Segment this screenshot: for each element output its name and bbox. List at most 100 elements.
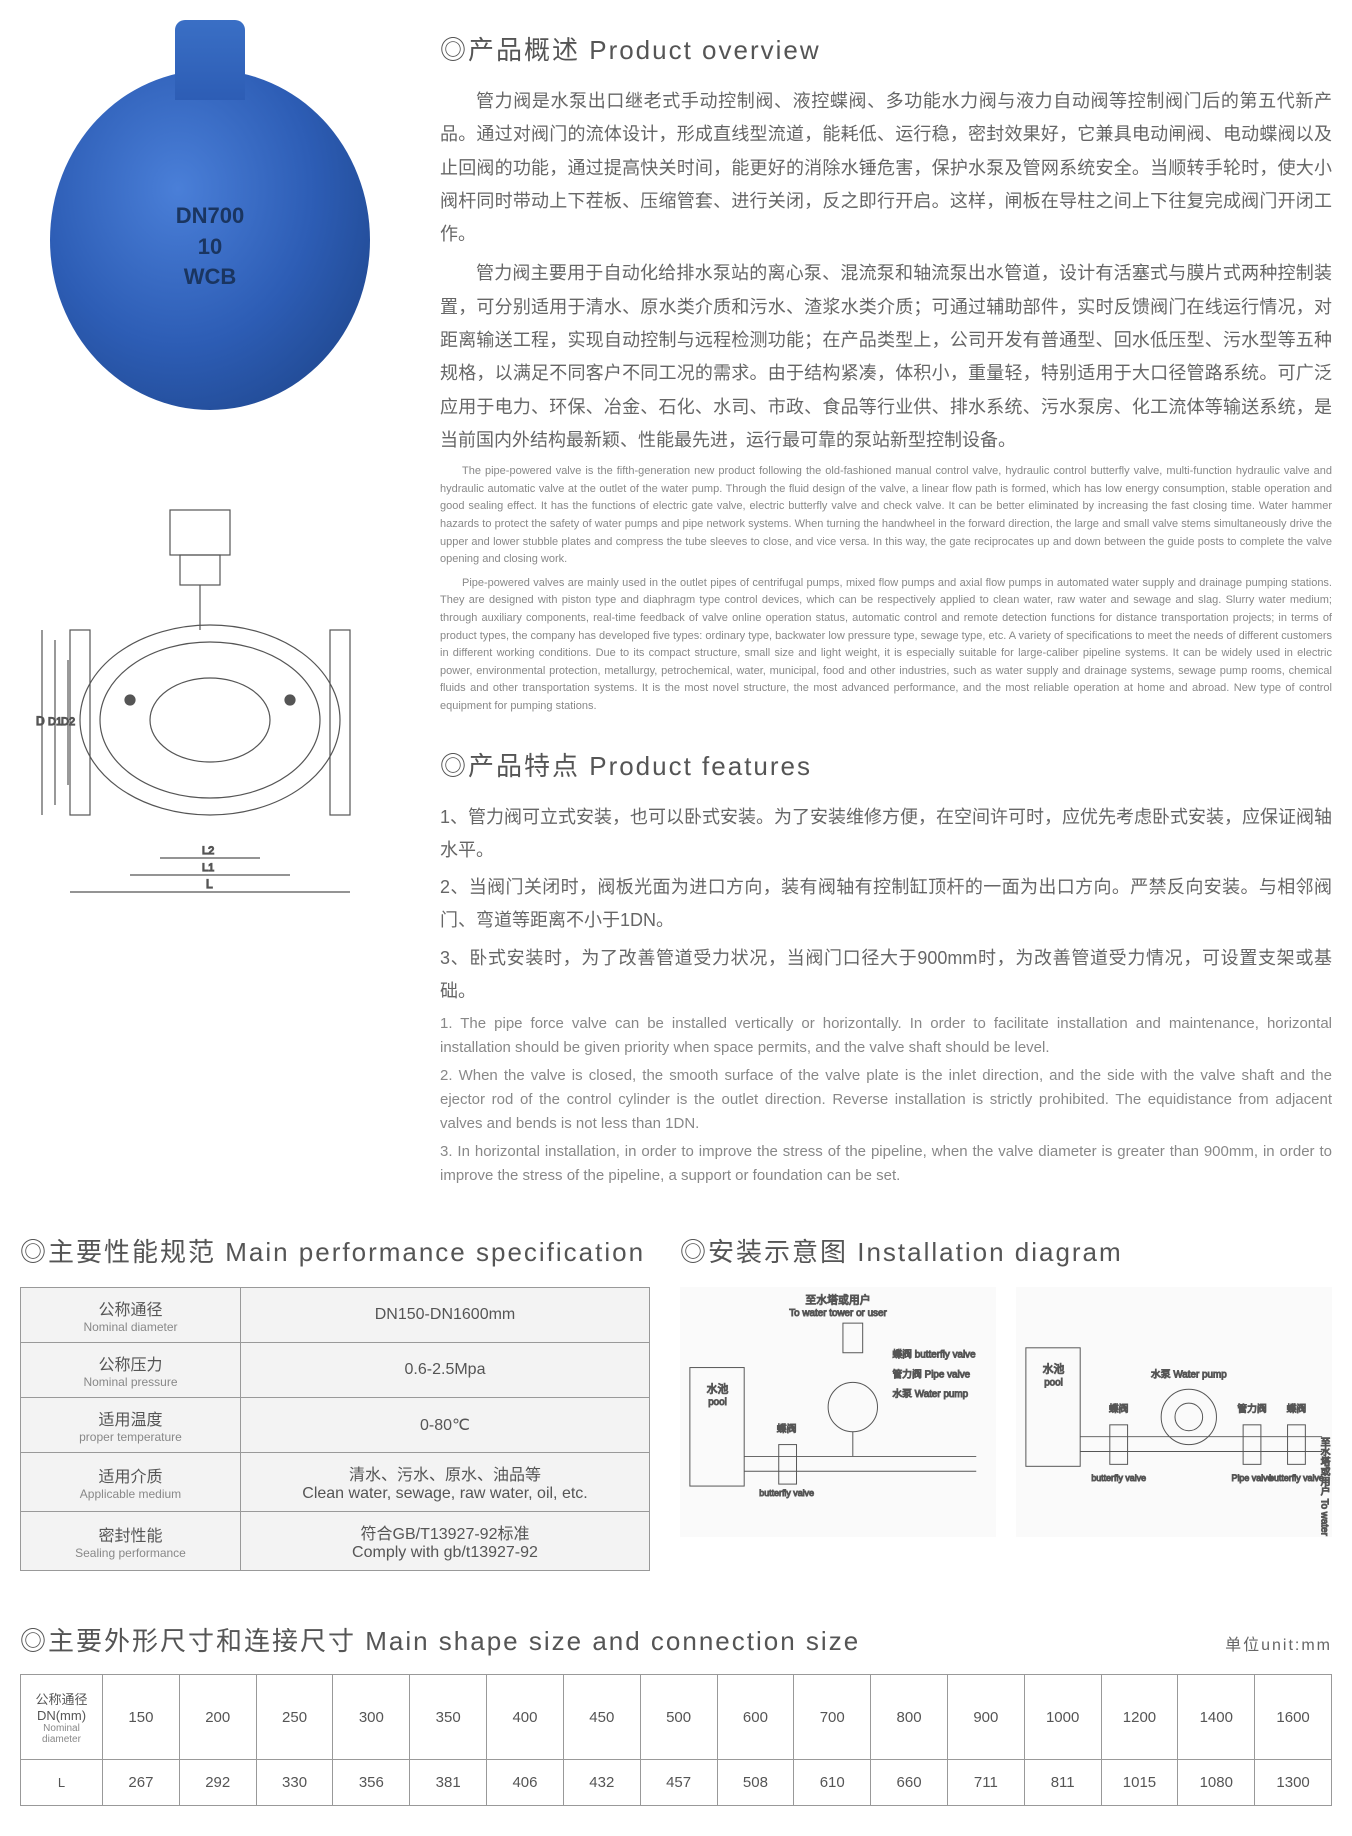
feature-cn-2: 2、当阀门关闭时，阀板光面为进口方向，装有阀轴有控制缸顶杆的一面为出口方向。严禁… — [440, 871, 1332, 938]
left-column: DN700 10 WCB D D1 D2 — [20, 30, 420, 1192]
size-dn-cell: 1000 — [1024, 1675, 1101, 1760]
svg-text:水泵 Water pump: 水泵 Water pump — [892, 1389, 968, 1401]
size-dn-cell: 450 — [563, 1675, 640, 1760]
install-title: ◎安装示意图 Installation diagram — [680, 1232, 1332, 1269]
spec-label-cell: 公称通径Nominal diameter — [21, 1288, 241, 1343]
svg-text:To water tower or user: To water tower or user — [789, 1309, 887, 1320]
svg-text:D2: D2 — [61, 716, 75, 728]
right-column: ◎产品概述 Product overview 管力阀是水泵出口继老式手动控制阀、… — [440, 30, 1332, 1192]
size-title-text: ◎主要外形尺寸和连接尺寸 Main shape size and connect… — [20, 1626, 860, 1656]
size-L-cell: 1080 — [1178, 1760, 1255, 1806]
spec-title: ◎主要性能规范 Main performance specification — [20, 1232, 650, 1269]
svg-text:butterfly valve: butterfly valve — [1091, 1473, 1146, 1483]
size-L-cell: 508 — [717, 1760, 794, 1806]
size-L-cell: 356 — [333, 1760, 410, 1806]
size-L-cell: 432 — [563, 1760, 640, 1806]
feature-en-2: 2. When the valve is closed, the smooth … — [440, 1064, 1332, 1136]
svg-text:水泵 Water pump: 水泵 Water pump — [1151, 1369, 1227, 1381]
install-pane-2: 水池 pool 蝶阀 butterfly valve 水泵 Water pump 管… — [1016, 1287, 1332, 1537]
size-L-label: L — [21, 1760, 103, 1806]
size-L-cell: 1300 — [1255, 1760, 1332, 1806]
spec-column: ◎主要性能规范 Main performance specification 公… — [20, 1232, 650, 1571]
overview-title: ◎产品概述 Product overview — [440, 30, 1332, 67]
features-title: ◎产品特点 Product features — [440, 746, 1332, 783]
size-L-cell: 292 — [179, 1760, 256, 1806]
size-dn-cell: 700 — [794, 1675, 871, 1760]
size-dn-cell: 400 — [487, 1675, 564, 1760]
install-column: ◎安装示意图 Installation diagram 至水塔或用户 To wa… — [680, 1232, 1332, 1571]
svg-text:Pipe valve: Pipe valve — [1232, 1473, 1273, 1483]
spec-value-cell: DN150-DN1600mm — [241, 1288, 650, 1343]
svg-text:pool: pool — [708, 1397, 727, 1408]
size-dn-cell: 1600 — [1255, 1675, 1332, 1760]
feature-cn-3: 3、卧式安装时，为了改善管道受力状况，当阀门口径大于900mm时，为改善管道受力… — [440, 942, 1332, 1009]
size-dn-cell: 300 — [333, 1675, 410, 1760]
spec-label-cell: 适用温度proper temperature — [21, 1398, 241, 1453]
size-title: ◎主要外形尺寸和连接尺寸 Main shape size and connect… — [20, 1621, 1332, 1658]
svg-text:水池: 水池 — [1043, 1363, 1065, 1376]
spec-value-cell: 0.6-2.5Mpa — [241, 1343, 650, 1398]
valve-marking: DN700 10 WCB — [176, 201, 244, 293]
overview-cn-1: 管力阀是水泵出口继老式手动控制阀、液控蝶阀、多功能水力阀与液力自动阀等控制阀门后… — [440, 85, 1332, 251]
svg-text:水池: 水池 — [707, 1383, 729, 1396]
size-table: 公称通径DN(mm)Nominal diameter15020025030035… — [20, 1674, 1332, 1806]
svg-text:D: D — [36, 714, 45, 728]
svg-text:pool: pool — [1044, 1378, 1063, 1389]
spec-value-cell: 符合GB/T13927-92标准 Comply with gb/t13927-9… — [241, 1512, 650, 1571]
size-L-cell: 610 — [794, 1760, 871, 1806]
size-L-cell: 1015 — [1101, 1760, 1178, 1806]
spec-label-cell: 适用介质Applicable medium — [21, 1453, 241, 1512]
svg-text:butterfly valve: butterfly valve — [759, 1488, 814, 1498]
svg-text:L2: L2 — [202, 845, 214, 857]
size-dn-cell: 250 — [256, 1675, 333, 1760]
spec-label-cell: 公称压力Nominal pressure — [21, 1343, 241, 1398]
size-section: ◎主要外形尺寸和连接尺寸 Main shape size and connect… — [20, 1621, 1332, 1806]
install-diagram: 至水塔或用户 To water tower or user 水池pool 蝶阀b… — [680, 1287, 1332, 1537]
install-pane-1: 至水塔或用户 To water tower or user 水池pool 蝶阀 b… — [680, 1287, 996, 1537]
spec-value-cell: 清水、污水、原水、油品等 Clean water, sewage, raw wa… — [241, 1453, 650, 1512]
size-dn-cell: 800 — [871, 1675, 948, 1760]
valve-illustration: DN700 10 WCB — [50, 70, 370, 410]
size-L-cell: 267 — [103, 1760, 180, 1806]
technical-drawing: D D1 D2 L2 L1 L — [20, 490, 400, 910]
size-L-cell: 457 — [640, 1760, 717, 1806]
spec-value-cell: 0-80℃ — [241, 1398, 650, 1453]
svg-text:蝶阀 butterfly valve: 蝶阀 butterfly valve — [892, 1348, 976, 1361]
svg-text:蝶阀: 蝶阀 — [1109, 1402, 1129, 1415]
svg-text:L: L — [206, 877, 213, 891]
size-L-cell: 711 — [947, 1760, 1024, 1806]
spec-table: 公称通径Nominal diameterDN150-DN1600mm公称压力No… — [20, 1287, 650, 1571]
size-header-label: 公称通径DN(mm)Nominal diameter — [21, 1675, 103, 1760]
size-L-cell: 381 — [410, 1760, 487, 1806]
svg-text:D1: D1 — [48, 716, 62, 728]
size-L-cell: 660 — [871, 1760, 948, 1806]
svg-text:蝶阀: 蝶阀 — [1287, 1402, 1307, 1415]
svg-text:管力阀: 管力阀 — [1237, 1402, 1267, 1415]
svg-text:至水塔或用户 To water tower or user: 至水塔或用户 To water tower or user — [1319, 1437, 1331, 1538]
svg-text:butterfly valve: butterfly valve — [1269, 1473, 1324, 1483]
feature-cn-1: 1、管力阀可立式安装，也可以卧式安装。为了安装维修方便，在空间许可时，应优先考虑… — [440, 801, 1332, 868]
size-dn-cell: 600 — [717, 1675, 794, 1760]
spec-label-cell: 密封性能Sealing performance — [21, 1512, 241, 1571]
product-photo: DN700 10 WCB — [20, 30, 400, 450]
svg-text:L1: L1 — [202, 862, 214, 874]
size-L-cell: 406 — [487, 1760, 564, 1806]
size-dn-cell: 350 — [410, 1675, 487, 1760]
overview-en-1: The pipe-powered valve is the fifth-gene… — [440, 463, 1332, 569]
feature-en-1: 1. The pipe force valve can be installed… — [440, 1012, 1332, 1060]
size-dn-cell: 1400 — [1178, 1675, 1255, 1760]
size-dn-cell: 150 — [103, 1675, 180, 1760]
unit-label: 单位unit:mm — [1225, 1631, 1332, 1655]
overview-en-2: Pipe-powered valves are mainly used in t… — [440, 575, 1332, 716]
size-L-cell: 330 — [256, 1760, 333, 1806]
label-tower-cn: 至水塔或用户 — [805, 1293, 870, 1307]
feature-en-3: 3. In horizontal installation, in order … — [440, 1140, 1332, 1188]
svg-text:蝶阀: 蝶阀 — [777, 1422, 797, 1435]
size-dn-cell: 200 — [179, 1675, 256, 1760]
size-L-cell: 811 — [1024, 1760, 1101, 1806]
svg-text:管力阀 Pipe valve: 管力阀 Pipe valve — [892, 1368, 970, 1381]
size-dn-cell: 500 — [640, 1675, 717, 1760]
size-dn-cell: 900 — [947, 1675, 1024, 1760]
size-dn-cell: 1200 — [1101, 1675, 1178, 1760]
overview-cn-2: 管力阀主要用于自动化给排水泵站的离心泵、混流泵和轴流泵出水管道，设计有活塞式与膜… — [440, 257, 1332, 457]
